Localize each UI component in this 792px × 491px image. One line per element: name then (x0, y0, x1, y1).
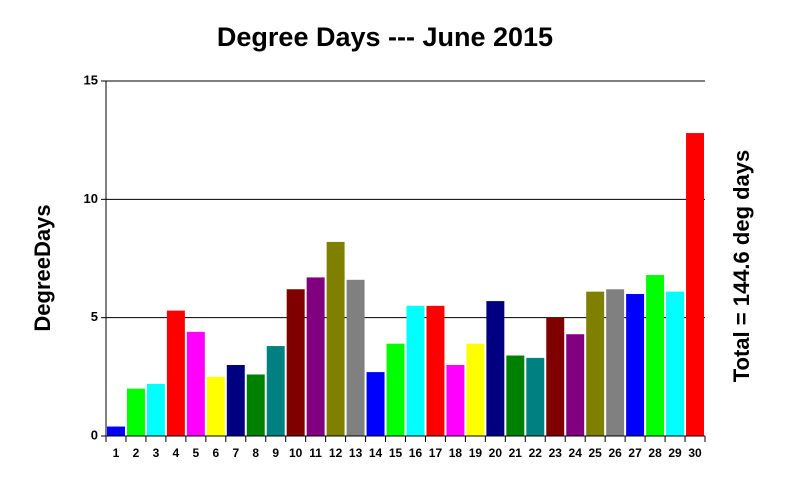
x-tick-label: 13 (349, 446, 363, 460)
bar (386, 343, 405, 436)
x-tick-label: 18 (449, 446, 463, 460)
x-tick-label: 4 (173, 446, 180, 460)
x-tick-label: 7 (232, 446, 239, 460)
bar (166, 310, 185, 436)
x-tick-label: 28 (648, 446, 662, 460)
bar (107, 426, 125, 436)
bar (486, 301, 505, 436)
bar (606, 289, 625, 436)
x-tick-label: 17 (429, 446, 443, 460)
x-tick-label: 25 (589, 446, 603, 460)
x-tick-label: 27 (628, 446, 642, 460)
bar (206, 376, 225, 436)
annotation: Total = 144.6 deg days (729, 150, 754, 383)
y-tick-label: 10 (84, 191, 98, 206)
bar (626, 294, 645, 436)
bar (466, 343, 485, 436)
bar (326, 241, 345, 436)
bar (546, 317, 565, 436)
x-tick-label: 26 (608, 446, 622, 460)
bar (126, 388, 145, 436)
y-tick-label: 5 (91, 309, 98, 324)
x-tick-label: 1 (113, 446, 120, 460)
x-tick-label: 5 (193, 446, 200, 460)
bar (526, 357, 545, 436)
y-tick-label: 0 (91, 427, 98, 442)
x-tick-label: 15 (389, 446, 403, 460)
bar (266, 346, 285, 436)
y-axis-label: DegreeDays (30, 204, 55, 331)
x-tick-label: 2 (133, 446, 140, 460)
bar (666, 291, 685, 436)
bar (306, 277, 325, 436)
bar (686, 133, 704, 437)
x-tick-label: 3 (153, 446, 160, 460)
bar (186, 331, 205, 436)
x-tick-label: 24 (569, 446, 583, 460)
x-tick-label: 10 (289, 446, 303, 460)
y-tick-label: 15 (84, 72, 98, 87)
bar (646, 275, 665, 436)
bar (226, 365, 245, 436)
x-tick-label: 6 (212, 446, 219, 460)
bar (286, 289, 305, 436)
x-tick-label: 16 (409, 446, 423, 460)
bar (566, 334, 585, 436)
x-tick-label: 22 (529, 446, 543, 460)
bar (586, 291, 605, 436)
bar (406, 305, 425, 436)
x-tick-label: 30 (688, 446, 702, 460)
bar (506, 355, 525, 436)
x-tick-label: 11 (309, 446, 322, 460)
bar (246, 374, 265, 436)
x-tick-label: 9 (272, 446, 279, 460)
bar (346, 279, 365, 436)
x-tick-label: 14 (369, 446, 383, 460)
chart-title: Degree Days --- June 2015 (217, 22, 553, 52)
x-tick-label: 21 (509, 446, 523, 460)
x-tick-label: 12 (329, 446, 343, 460)
x-tick-label: 19 (469, 446, 483, 460)
x-tick-label: 20 (489, 446, 503, 460)
bar (446, 365, 465, 436)
x-tick-label: 8 (252, 446, 259, 460)
bar (426, 305, 445, 436)
x-tick-label: 29 (668, 446, 682, 460)
x-tick-label: 23 (549, 446, 563, 460)
bar (146, 383, 165, 436)
bar (366, 372, 385, 436)
